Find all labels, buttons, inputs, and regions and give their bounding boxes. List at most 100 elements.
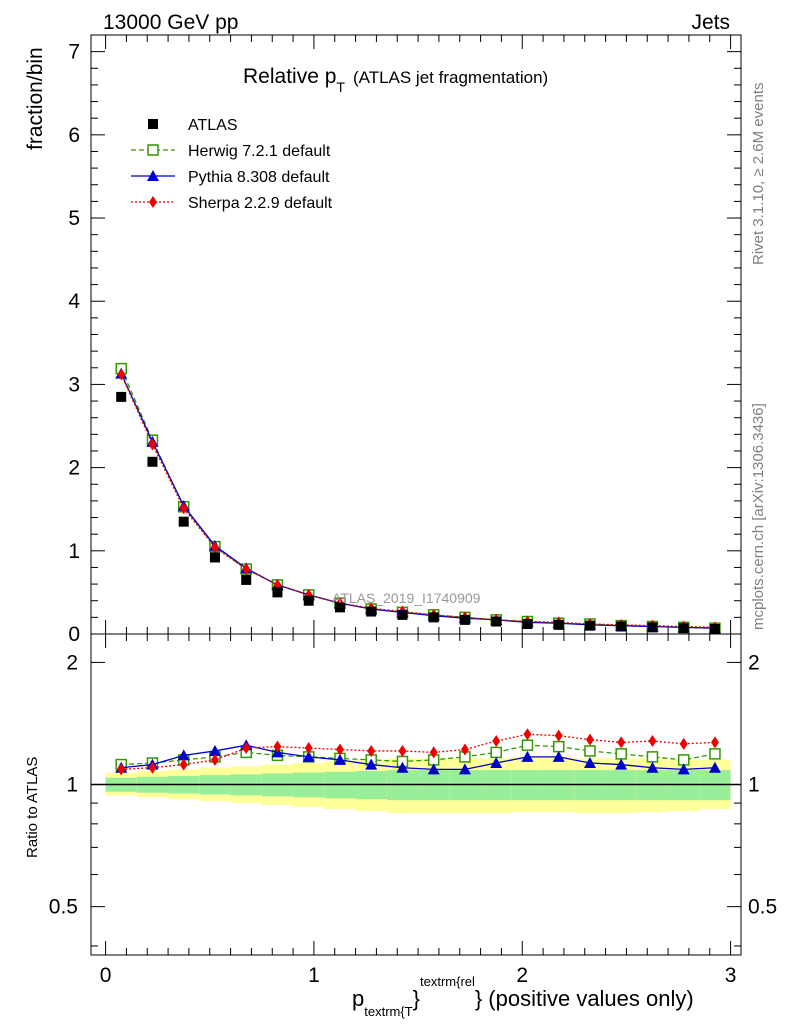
ratio-point-sherpa	[335, 743, 344, 756]
rivet-version-label: Rivet 3.1.10, ≥ 2.6M events	[750, 83, 767, 266]
ratio-point-pythia	[333, 753, 346, 765]
main-point-atlas	[584, 620, 595, 631]
ratio-line-pythia	[121, 744, 715, 770]
legend-label-atlas: ATLAS	[188, 117, 238, 134]
y-axis-label: fraction/bin	[24, 47, 47, 150]
ratio-point-sherpa	[398, 744, 407, 757]
ratio-y-tick-label-right: 1	[748, 774, 760, 797]
collision-label: 13000 GeV pp	[103, 11, 238, 34]
main-point-atlas	[616, 621, 627, 632]
x-tick-label: 1	[308, 964, 320, 987]
ratio-point-herwig	[584, 745, 596, 757]
y-tick-label: 7	[68, 41, 80, 64]
analysis-watermark: ATLAS_2019_I1740909	[332, 590, 481, 606]
ratio-point-pythia	[458, 763, 471, 775]
main-point-atlas	[178, 516, 189, 527]
ratio-point-pythia	[615, 758, 628, 770]
main-point-sherpa	[179, 502, 188, 515]
ratio-point-sherpa	[523, 728, 532, 741]
legend-marker	[147, 144, 159, 156]
legend-entry-pythia: Pythia 8.308 default	[131, 169, 330, 186]
main-point-sherpa	[242, 563, 251, 576]
x-label-rest: (positive values only)	[488, 986, 693, 1011]
ratio-point-herwig	[490, 746, 502, 759]
ratio-series	[115, 728, 721, 776]
x-tick-label: 2	[516, 964, 528, 987]
jets-label: Jets	[691, 11, 730, 34]
legend-entry-atlas: ATLAS	[148, 117, 238, 134]
chart-title: Relative pT (ATLAS jet fragmentation)	[243, 65, 548, 95]
x-label-sub: textrm{T	[364, 1004, 412, 1019]
legend: ATLAS Herwig 7.2.1 default Pythia 8.308 …	[131, 117, 333, 212]
legend-label-sherpa: Sherpa 2.2.9 default	[188, 195, 333, 212]
ratio-point-sherpa	[554, 729, 563, 742]
ratio-point-sherpa	[679, 737, 688, 750]
ratio-point-pythia	[396, 761, 409, 773]
ratio-point-pythia	[521, 750, 534, 762]
main-line-sherpa	[120, 374, 715, 628]
y-tick-label: 3	[68, 373, 80, 396]
ratio-y-axis-label: Ratio to ATLAS	[24, 757, 41, 858]
tick-labels: 0 1 2 3 4 5 6 7 0 1 2 3 0.5 0.5 1 1 2 2	[49, 41, 777, 987]
main-point-atlas	[459, 614, 470, 625]
y-tick-label: 1	[68, 540, 80, 563]
ratio-point-pythia	[208, 744, 221, 756]
main-series	[115, 362, 721, 635]
ratio-point-sherpa	[585, 733, 594, 746]
main-point-atlas	[709, 624, 720, 635]
ratio-point-pythia	[583, 756, 596, 768]
main-point-atlas	[647, 622, 658, 633]
main-point-atlas	[678, 623, 689, 634]
main-point-atlas	[147, 456, 158, 467]
ratio-point-herwig	[709, 748, 721, 760]
ratio-point-sherpa	[179, 758, 188, 771]
main-point-sherpa	[148, 438, 157, 451]
x-label-p: p	[352, 986, 364, 1011]
ratio-line-sherpa	[121, 733, 715, 770]
ratio-panel-frame	[90, 633, 742, 956]
ratio-point-sherpa	[242, 742, 251, 755]
legend-marker	[147, 170, 159, 181]
ratio-point-sherpa	[367, 744, 376, 757]
ratio-point-sherpa	[460, 743, 469, 756]
legend-entry-sherpa: Sherpa 2.2.9 default	[131, 195, 333, 212]
ratio-point-sherpa	[304, 742, 313, 755]
main-point-atlas	[209, 552, 220, 563]
main-point-atlas	[303, 595, 314, 606]
main-point-atlas	[397, 609, 408, 620]
y-tick-label: 4	[68, 290, 80, 313]
legend-marker	[149, 196, 157, 208]
ratio-point-pythia	[365, 758, 378, 770]
x-axis-label: ptextrm{T}textrm{rel} (positive values on…	[352, 974, 694, 1019]
ratio-point-sherpa	[710, 736, 719, 749]
ratio-point-pythia	[490, 756, 503, 768]
main-point-atlas	[272, 587, 283, 598]
axis-ticks	[91, 34, 741, 955]
ratio-point-herwig	[552, 740, 565, 753]
y-tick-label: 0	[68, 623, 80, 646]
main-point-sherpa	[117, 368, 126, 381]
title-subscript: T	[336, 79, 345, 95]
x-label-brace-2: }	[475, 986, 482, 1011]
title-suffix: (ATLAS jet fragmentation)	[353, 68, 548, 87]
ratio-point-pythia	[302, 750, 315, 762]
main-point-atlas	[491, 616, 502, 627]
x-label-sup: textrm{rel	[420, 974, 475, 989]
legend-label-pythia: Pythia 8.308 default	[188, 169, 330, 186]
ratio-point-sherpa	[617, 736, 626, 749]
main-point-atlas	[428, 612, 439, 623]
ratio-y-tick-label: 2	[66, 651, 78, 674]
title-main: Relative p	[243, 65, 336, 88]
ratio-point-herwig	[615, 748, 627, 760]
legend-label-herwig: Herwig 7.2.1 default	[188, 143, 331, 160]
ratio-point-sherpa	[492, 735, 501, 748]
main-point-atlas	[366, 606, 377, 617]
main-point-atlas	[553, 619, 564, 630]
ratio-uncertainty-bands	[91, 756, 741, 814]
ratio-point-sherpa	[210, 753, 219, 766]
ratio-y-tick-label-right: 2	[748, 651, 760, 674]
x-label-brace: }	[413, 986, 420, 1011]
ratio-y-tick-label: 0.5	[49, 896, 78, 919]
ratio-point-herwig	[646, 751, 659, 763]
